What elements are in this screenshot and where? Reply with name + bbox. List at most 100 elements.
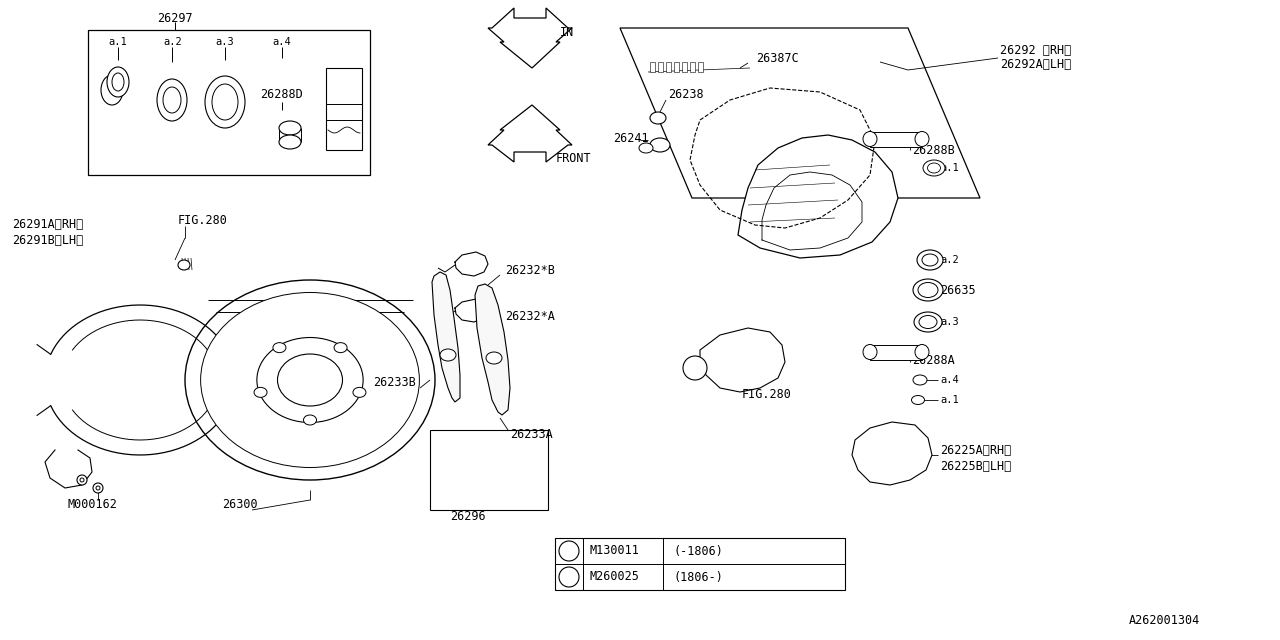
Ellipse shape (253, 387, 268, 397)
Ellipse shape (650, 112, 666, 124)
Text: a.4: a.4 (940, 375, 959, 385)
Ellipse shape (922, 254, 938, 266)
Text: a.4: a.4 (273, 37, 291, 47)
Bar (682, 62, 687, 72)
Circle shape (96, 486, 100, 490)
Bar (88, 30, 370, 175)
Text: a.3: a.3 (215, 37, 234, 47)
Circle shape (77, 475, 87, 485)
Text: 1: 1 (691, 362, 699, 374)
Text: 1: 1 (566, 546, 572, 556)
Ellipse shape (205, 76, 244, 128)
Text: 26225A〈RH〉: 26225A〈RH〉 (940, 444, 1011, 456)
Ellipse shape (163, 87, 180, 113)
Text: 26288B: 26288B (911, 143, 955, 157)
Ellipse shape (639, 143, 653, 153)
Ellipse shape (334, 342, 347, 353)
Text: 26288A: 26288A (911, 353, 955, 367)
Ellipse shape (186, 280, 435, 480)
Text: a.3: a.3 (940, 317, 959, 327)
Ellipse shape (918, 282, 938, 298)
Text: 26300: 26300 (223, 499, 257, 511)
Text: a.1: a.1 (940, 163, 959, 173)
Text: 26387C: 26387C (756, 51, 799, 65)
Text: 26241: 26241 (613, 131, 649, 145)
Bar (666, 62, 671, 72)
Circle shape (559, 541, 579, 561)
Ellipse shape (353, 387, 366, 397)
Text: 26233B: 26233B (372, 376, 416, 388)
Text: a.1: a.1 (108, 37, 127, 47)
Ellipse shape (911, 396, 924, 404)
Text: (1806-): (1806-) (673, 570, 723, 584)
Ellipse shape (916, 250, 943, 270)
Text: 26232*B: 26232*B (506, 264, 554, 276)
Text: M260025: M260025 (590, 570, 640, 584)
Polygon shape (620, 28, 980, 198)
Text: 26288D: 26288D (260, 88, 303, 102)
Text: FIG.280: FIG.280 (742, 388, 792, 401)
Bar (556, 538, 845, 590)
Ellipse shape (201, 292, 420, 467)
Text: 26297: 26297 (157, 12, 193, 24)
Ellipse shape (303, 415, 316, 425)
Ellipse shape (279, 135, 301, 149)
Ellipse shape (923, 160, 945, 176)
Text: 26292 〈RH〉: 26292 〈RH〉 (1000, 44, 1071, 56)
Ellipse shape (108, 67, 129, 97)
Ellipse shape (278, 354, 343, 406)
Ellipse shape (178, 260, 189, 270)
Text: FRONT: FRONT (556, 152, 591, 164)
Bar (698, 62, 703, 72)
Bar (675, 62, 678, 72)
Ellipse shape (928, 163, 941, 173)
Polygon shape (700, 328, 785, 392)
Text: 26291A〈RH〉: 26291A〈RH〉 (12, 218, 83, 232)
Ellipse shape (212, 84, 238, 120)
Ellipse shape (279, 121, 301, 135)
Ellipse shape (919, 316, 937, 328)
Text: 26635: 26635 (940, 284, 975, 296)
Text: IN: IN (561, 26, 575, 38)
Text: FIG.280: FIG.280 (178, 214, 228, 227)
Text: 26232*A: 26232*A (506, 310, 554, 323)
Circle shape (93, 483, 102, 493)
Ellipse shape (273, 342, 285, 353)
Text: 26296: 26296 (451, 509, 486, 522)
Text: 26233A: 26233A (509, 429, 553, 442)
Text: a.2: a.2 (940, 255, 959, 265)
Bar (650, 62, 655, 72)
Ellipse shape (913, 279, 943, 301)
Text: 1: 1 (566, 572, 572, 582)
Text: 26225B〈LH〉: 26225B〈LH〉 (940, 460, 1011, 472)
Bar (430, 430, 548, 510)
Text: a.1: a.1 (940, 395, 959, 405)
Ellipse shape (913, 375, 927, 385)
Polygon shape (739, 135, 899, 258)
Text: (-1806): (-1806) (673, 545, 723, 557)
Bar (690, 62, 695, 72)
Text: A262001304: A262001304 (1129, 614, 1201, 627)
Ellipse shape (863, 131, 877, 147)
Bar (870, 345, 922, 360)
Polygon shape (433, 272, 460, 402)
Circle shape (684, 356, 707, 380)
Ellipse shape (650, 138, 669, 152)
Ellipse shape (113, 73, 124, 91)
Ellipse shape (915, 344, 929, 360)
Text: 26291B〈LH〉: 26291B〈LH〉 (12, 234, 83, 246)
Bar (326, 68, 362, 150)
Ellipse shape (915, 131, 929, 147)
Ellipse shape (440, 349, 456, 361)
Text: 26292A〈LH〉: 26292A〈LH〉 (1000, 58, 1071, 72)
Text: M130011: M130011 (590, 545, 640, 557)
Ellipse shape (157, 79, 187, 121)
Ellipse shape (486, 352, 502, 364)
Polygon shape (488, 105, 572, 162)
Bar (658, 62, 663, 72)
Polygon shape (488, 8, 572, 68)
Bar (870, 132, 922, 147)
Ellipse shape (257, 337, 364, 422)
Ellipse shape (914, 312, 942, 332)
Text: 26238: 26238 (668, 88, 704, 102)
